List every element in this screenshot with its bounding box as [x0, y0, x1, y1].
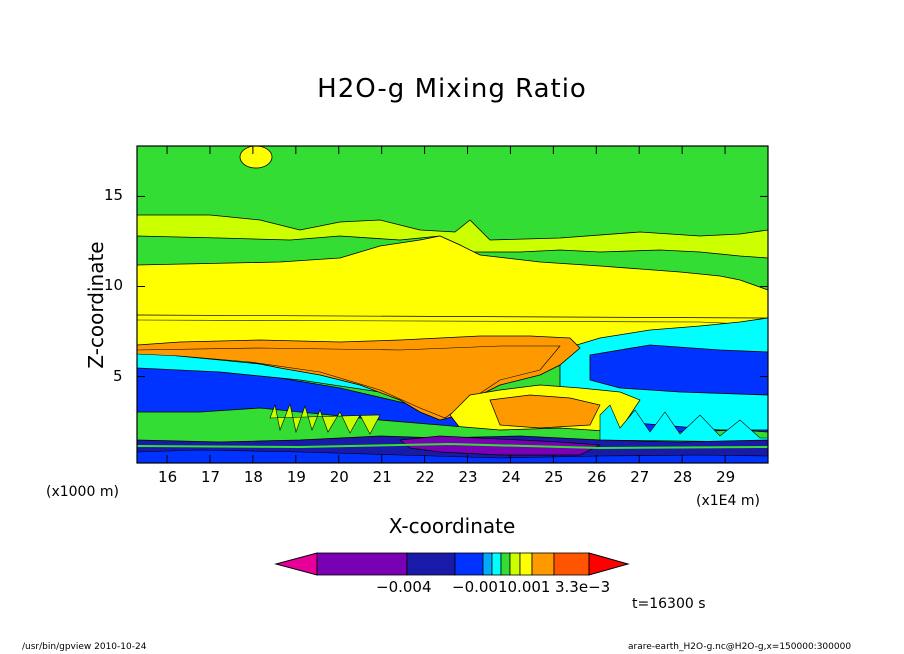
x-tick-label: 23: [458, 468, 478, 486]
colorbar-label-3: 3.3e−3: [555, 578, 611, 596]
x-tick-label: 27: [630, 468, 650, 486]
x-tick-label: 28: [673, 468, 693, 486]
x-tick-label: 18: [243, 468, 263, 486]
plot-frame: [136, 145, 769, 464]
x-tick-label: 25: [544, 468, 564, 486]
colorbar-seg-skyblue: [482, 552, 493, 576]
x-tick-label: 22: [415, 468, 435, 486]
contour-field: [137, 146, 768, 463]
colorbar-seg-darkblue: [406, 552, 456, 576]
colorbar-right-arrow: [588, 552, 630, 576]
core-lower-orange: [489, 394, 601, 429]
footer-right: arare-earth_H2O-g.nc@H2O-g,x=150000:3000…: [628, 642, 852, 652]
region-yellow-band: [137, 235, 768, 346]
colorbar-seg-cyan: [491, 552, 502, 576]
blue-right: [589, 344, 768, 396]
x-tick-label: 16: [158, 468, 178, 486]
colorbar-seg-darkorange: [553, 552, 590, 576]
x-axis-label: X-coordinate: [388, 514, 516, 538]
time-label: t=16300 s: [632, 596, 706, 612]
x-tick-label: 26: [587, 468, 607, 486]
x-unit-left: (x1000 m): [46, 484, 119, 500]
colorbar-left-arrow: [274, 552, 318, 576]
top-yellow-blob: [239, 146, 273, 169]
x-tick-label: 20: [329, 468, 349, 486]
colorbar-seg-blue: [454, 552, 484, 576]
colorbar-seg-orange: [531, 552, 555, 576]
yellow-lines: [137, 314, 768, 319]
colorbar-seg-purple: [316, 552, 408, 576]
colorbar-label-1: −0.004: [376, 578, 432, 596]
x-unit-right: (x1E4 m): [696, 493, 760, 509]
colorbar-label-2: −0.0010.001: [452, 578, 551, 596]
lower-yellow-wiggles-2: [599, 404, 768, 443]
colorbar-seg-yellow: [519, 552, 533, 576]
x-tick-label: 21: [372, 468, 392, 486]
lower-yellow-wiggles: [269, 402, 381, 435]
colorbar: [274, 552, 630, 576]
colorbar-seg-green: [500, 552, 511, 576]
bottom-green-line: [137, 442, 768, 450]
bottom-blue-strip: [137, 449, 768, 463]
y-tick-label: 5: [113, 366, 123, 385]
footer-left: /usr/bin/gpview 2010-10-24: [22, 642, 147, 652]
x-tick-label: 29: [716, 468, 736, 486]
x-tick-label: 19: [286, 468, 306, 486]
axis-ticks: [137, 146, 768, 463]
y-tick-label: 15: [104, 186, 124, 205]
y-tick-label: 10: [104, 276, 124, 295]
y-axis-label: Z-coordinate: [84, 241, 108, 369]
x-tick-label: 24: [501, 468, 521, 486]
colorbar-seg-lime: [509, 552, 521, 576]
x-tick-label: 17: [200, 468, 221, 486]
chart-title: H2O-g Mixing Ratio: [317, 74, 587, 104]
